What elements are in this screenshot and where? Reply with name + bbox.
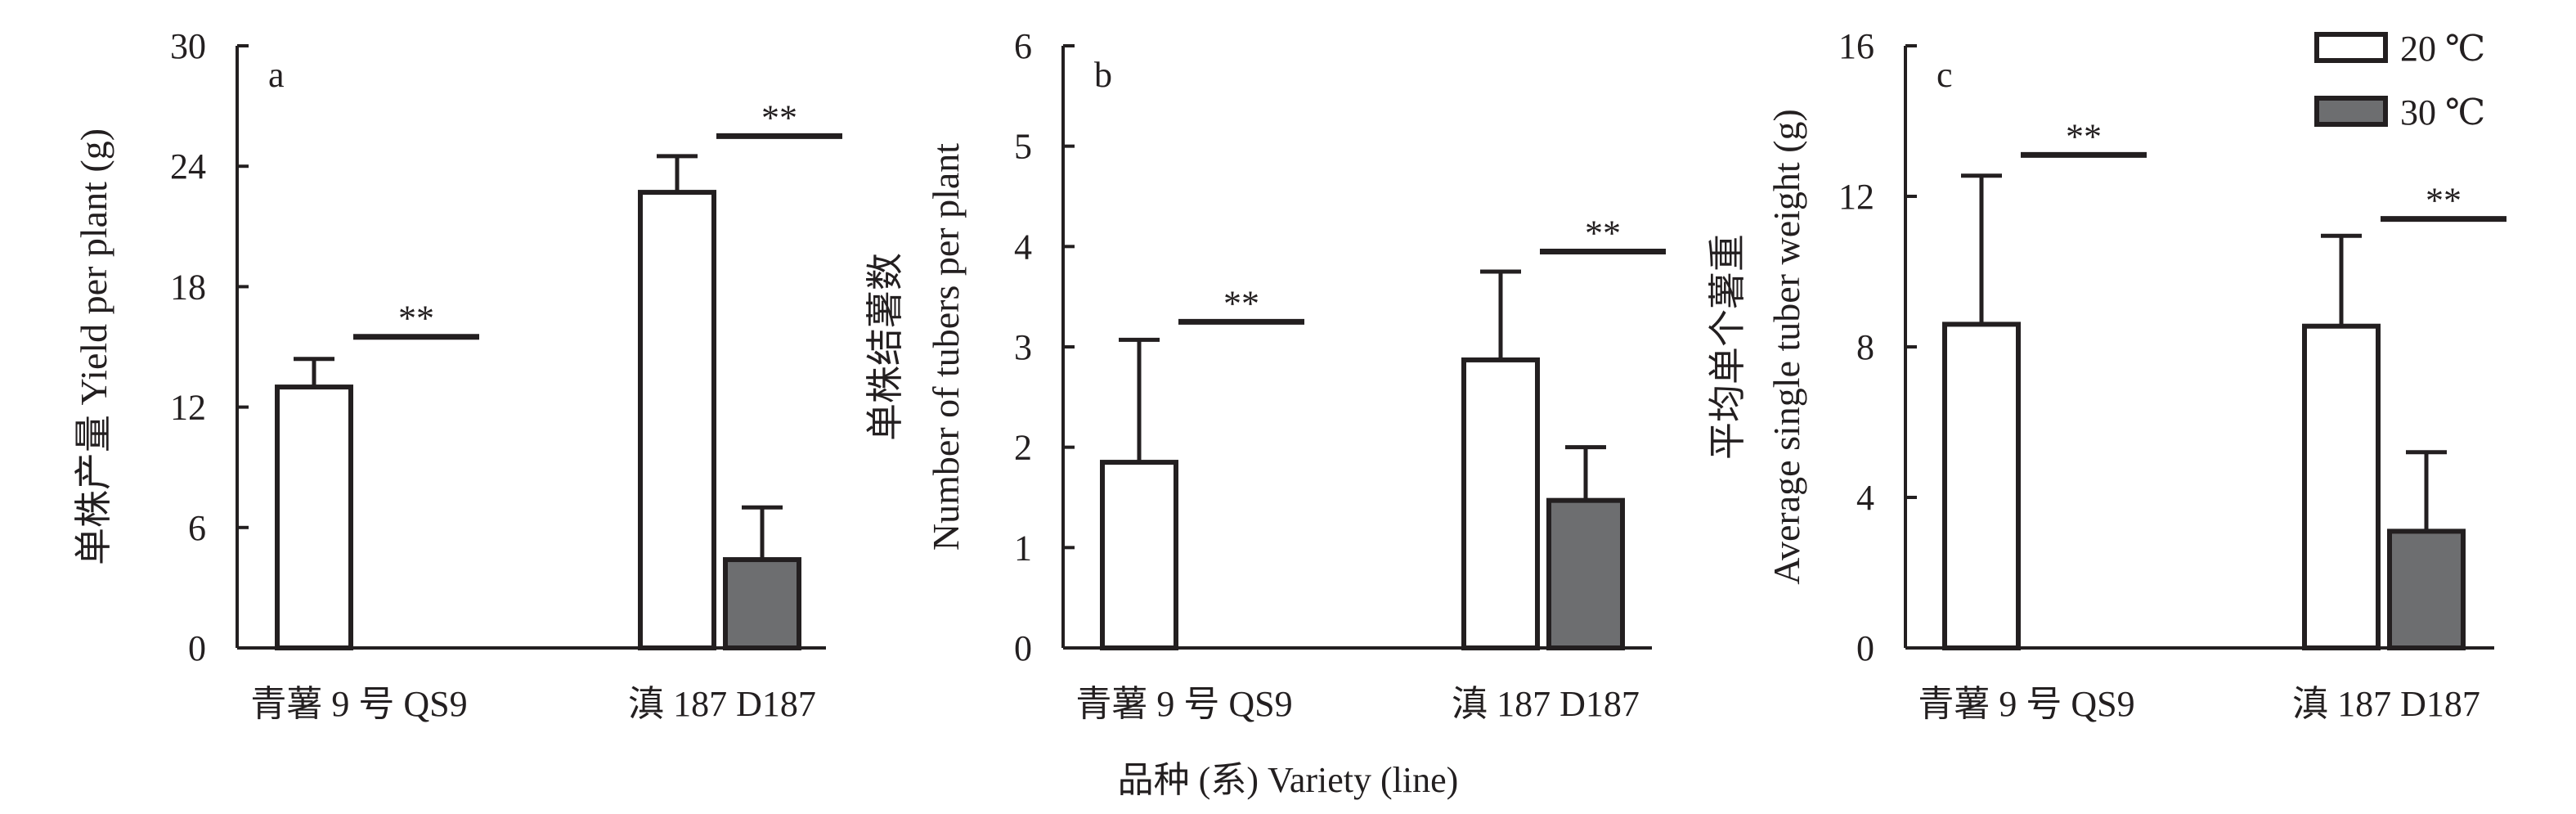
y-tick-label: 12 <box>170 388 206 428</box>
category-label: 滇 187 D187 <box>1452 684 1640 724</box>
y-tick-label: 24 <box>170 146 206 187</box>
y-tick-label: 1 <box>1014 528 1032 568</box>
y-tick-label: 0 <box>1856 628 1874 668</box>
significance-marker: ** <box>2066 116 2102 156</box>
panel-label: a <box>268 55 285 95</box>
y-tick-label: 30 <box>170 26 206 66</box>
legend: 20 ℃ 30 ℃ <box>2314 29 2485 133</box>
y-tick-label: 6 <box>188 508 206 548</box>
y-axis-label: 单株结薯数 <box>864 253 906 441</box>
y-tick-label: 0 <box>188 628 206 668</box>
y-axis-label-english: Number of tubers per plant <box>925 143 967 551</box>
category-label: 滇 187 D187 <box>628 684 816 724</box>
significance-marker: ** <box>1585 213 1621 253</box>
y-tick-label: 8 <box>1856 327 1874 367</box>
category-label: 青薯 9 号 QS9 <box>1918 684 2134 724</box>
bar <box>1100 460 1178 650</box>
category-label: 滇 187 D187 <box>2292 684 2480 724</box>
bar <box>1461 357 1540 650</box>
significance-marker: ** <box>398 299 434 339</box>
legend-label-30c: 30 ℃ <box>2400 92 2485 133</box>
bar <box>2387 528 2466 651</box>
y-tick-label: 0 <box>1014 628 1032 668</box>
y-tick-label: 5 <box>1014 127 1032 167</box>
y-tick-label: 12 <box>1838 177 1874 217</box>
panel-b: 单株结薯数 Number of tubers per plant 0 1 2 3 4 5 6… <box>864 26 1666 724</box>
bar <box>1546 497 1625 650</box>
bar <box>2302 323 2381 650</box>
bar <box>1942 322 2021 650</box>
y-tick-label: 3 <box>1014 327 1032 367</box>
y-axis-label: 单株产量 Yield per plant (g) <box>73 128 114 565</box>
y-tick-label: 18 <box>170 267 206 307</box>
significance-marker: ** <box>1223 283 1259 323</box>
bar <box>638 190 716 651</box>
panel-c: 平均单个薯重 Average single tuber weight (g) 0… <box>1707 26 2506 724</box>
category-label: 青薯 9 号 QS9 <box>250 684 467 724</box>
significance-marker: ** <box>2426 181 2462 221</box>
y-axis-label: 平均单个薯重 <box>1707 234 1748 460</box>
bar <box>275 385 353 650</box>
legend-label-20c: 20 ℃ <box>2400 29 2485 69</box>
significance-marker: ** <box>761 97 797 137</box>
bar <box>723 557 801 651</box>
panel-label: b <box>1094 55 1112 95</box>
y-tick-label: 4 <box>1014 227 1032 267</box>
y-tick-label: 6 <box>1014 26 1032 66</box>
legend-swatch-30c <box>2314 96 2388 127</box>
y-tick-label: 2 <box>1014 428 1032 468</box>
y-tick-label: 16 <box>1838 26 1874 66</box>
panel-a: 单株产量 Yield per plant (g) 0 6 12 18 24 30 a 青薯 9… <box>73 26 842 724</box>
category-label: 青薯 9 号 QS9 <box>1075 684 1292 724</box>
y-axis-label-english: Average single tuber weight (g) <box>1766 109 1807 585</box>
panel-label: c <box>1936 55 1953 95</box>
y-tick-label: 4 <box>1856 478 1874 518</box>
x-axis-label: 品种 (系) Variety (line) <box>1118 760 1459 800</box>
legend-swatch-20c <box>2314 32 2388 63</box>
